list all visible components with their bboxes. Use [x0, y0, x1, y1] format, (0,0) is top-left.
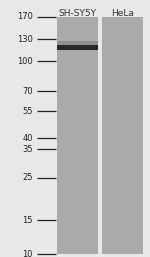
Bar: [57, 17, 98, 254]
Bar: [57, 41, 98, 44]
Text: HeLa: HeLa: [111, 9, 134, 18]
Text: 100: 100: [17, 57, 33, 66]
Text: 25: 25: [22, 173, 33, 182]
Bar: [57, 44, 98, 50]
Text: 10: 10: [22, 250, 33, 257]
Text: 70: 70: [22, 87, 33, 96]
Text: SH-SY5Y: SH-SY5Y: [58, 9, 96, 18]
Text: 15: 15: [22, 216, 33, 225]
Text: 35: 35: [22, 145, 33, 154]
Text: 40: 40: [22, 134, 33, 143]
Text: 170: 170: [17, 12, 33, 21]
Text: 130: 130: [17, 35, 33, 44]
Text: 55: 55: [22, 107, 33, 116]
Bar: [102, 17, 142, 254]
